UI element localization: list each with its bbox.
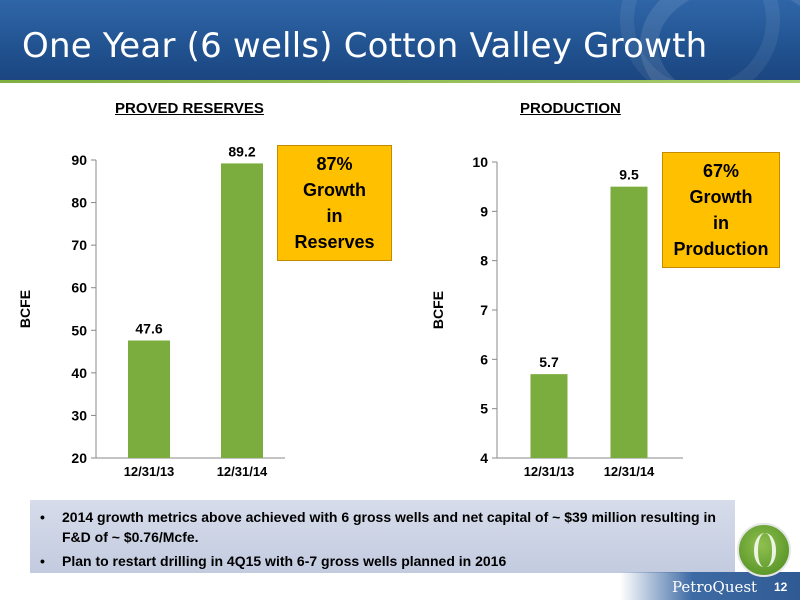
- reserves-growth-callout: 87% Growth in Reserves: [277, 145, 392, 261]
- callout-line: in: [713, 213, 729, 233]
- y-tick-label: 9: [480, 203, 488, 219]
- bullet-symbol: •: [40, 509, 45, 525]
- slide-title: One Year (6 wells) Cotton Valley Growth: [22, 26, 708, 66]
- callout-line: Reserves: [294, 232, 375, 252]
- data-label: 9.5: [619, 167, 639, 183]
- x-tick-label: 12/31/13: [124, 464, 175, 479]
- bullet-symbol: •: [40, 553, 45, 569]
- bullet-text: Plan to restart drilling in 4Q15 with 6-…: [62, 553, 507, 569]
- x-tick-label: 12/31/13: [524, 464, 575, 479]
- y-axis-label: BCFE: [17, 290, 33, 328]
- bullet-item: • 2014 growth metrics above achieved wit…: [40, 507, 725, 547]
- bar: [221, 163, 263, 459]
- y-axis-label: BCFE: [430, 291, 446, 329]
- y-tick-label: 90: [71, 152, 87, 168]
- y-tick-label: 40: [71, 365, 87, 381]
- y-tick-label: 70: [71, 237, 87, 253]
- y-tick-label: 10: [472, 154, 488, 170]
- production-chart-title: PRODUCTION: [520, 100, 621, 117]
- y-tick-label: 8: [480, 253, 488, 269]
- footer-bar: [620, 572, 800, 600]
- bullet-text: 2014 growth metrics above achieved with …: [62, 509, 716, 545]
- callout-line: 87%: [316, 154, 353, 174]
- page-number: 12: [774, 580, 788, 594]
- bar: [610, 186, 648, 458]
- y-tick-label: 30: [71, 407, 87, 423]
- production-growth-callout: 67% Growth in Production: [662, 152, 780, 268]
- x-tick-label: 12/31/14: [604, 464, 655, 479]
- reserves-chart-title: PROVED RESERVES: [115, 100, 264, 117]
- callout-line: Growth: [303, 180, 366, 200]
- bar: [128, 340, 170, 458]
- y-tick-label: 80: [71, 195, 87, 211]
- data-label: 89.2: [228, 143, 255, 159]
- callout-line: 67%: [702, 161, 740, 181]
- bullet-item: • Plan to restart drilling in 4Q15 with …: [40, 551, 725, 571]
- y-tick-label: 5: [480, 401, 488, 417]
- x-tick-label: 12/31/14: [217, 464, 268, 479]
- y-tick-label: 7: [480, 302, 488, 318]
- y-tick-label: 20: [71, 450, 87, 466]
- bar: [530, 374, 568, 458]
- y-tick-label: 4: [480, 450, 488, 466]
- y-tick-label: 60: [71, 280, 87, 296]
- bullet-box: • 2014 growth metrics above achieved wit…: [30, 500, 735, 573]
- header-accent-line: [0, 80, 800, 83]
- callout-line: in: [326, 206, 343, 226]
- flame-icon: [754, 533, 776, 567]
- data-label: 5.7: [539, 354, 559, 370]
- y-tick-label: 6: [480, 351, 488, 367]
- data-label: 47.6: [135, 321, 162, 337]
- y-tick-label: 50: [71, 322, 87, 338]
- callout-line: Production: [673, 239, 769, 259]
- slide-header: One Year (6 wells) Cotton Valley Growth: [0, 0, 800, 80]
- callout-line: Growth: [689, 187, 753, 207]
- petroquest-flame-icon: [737, 523, 791, 577]
- footer-logo-text: PetroQuest: [672, 578, 758, 596]
